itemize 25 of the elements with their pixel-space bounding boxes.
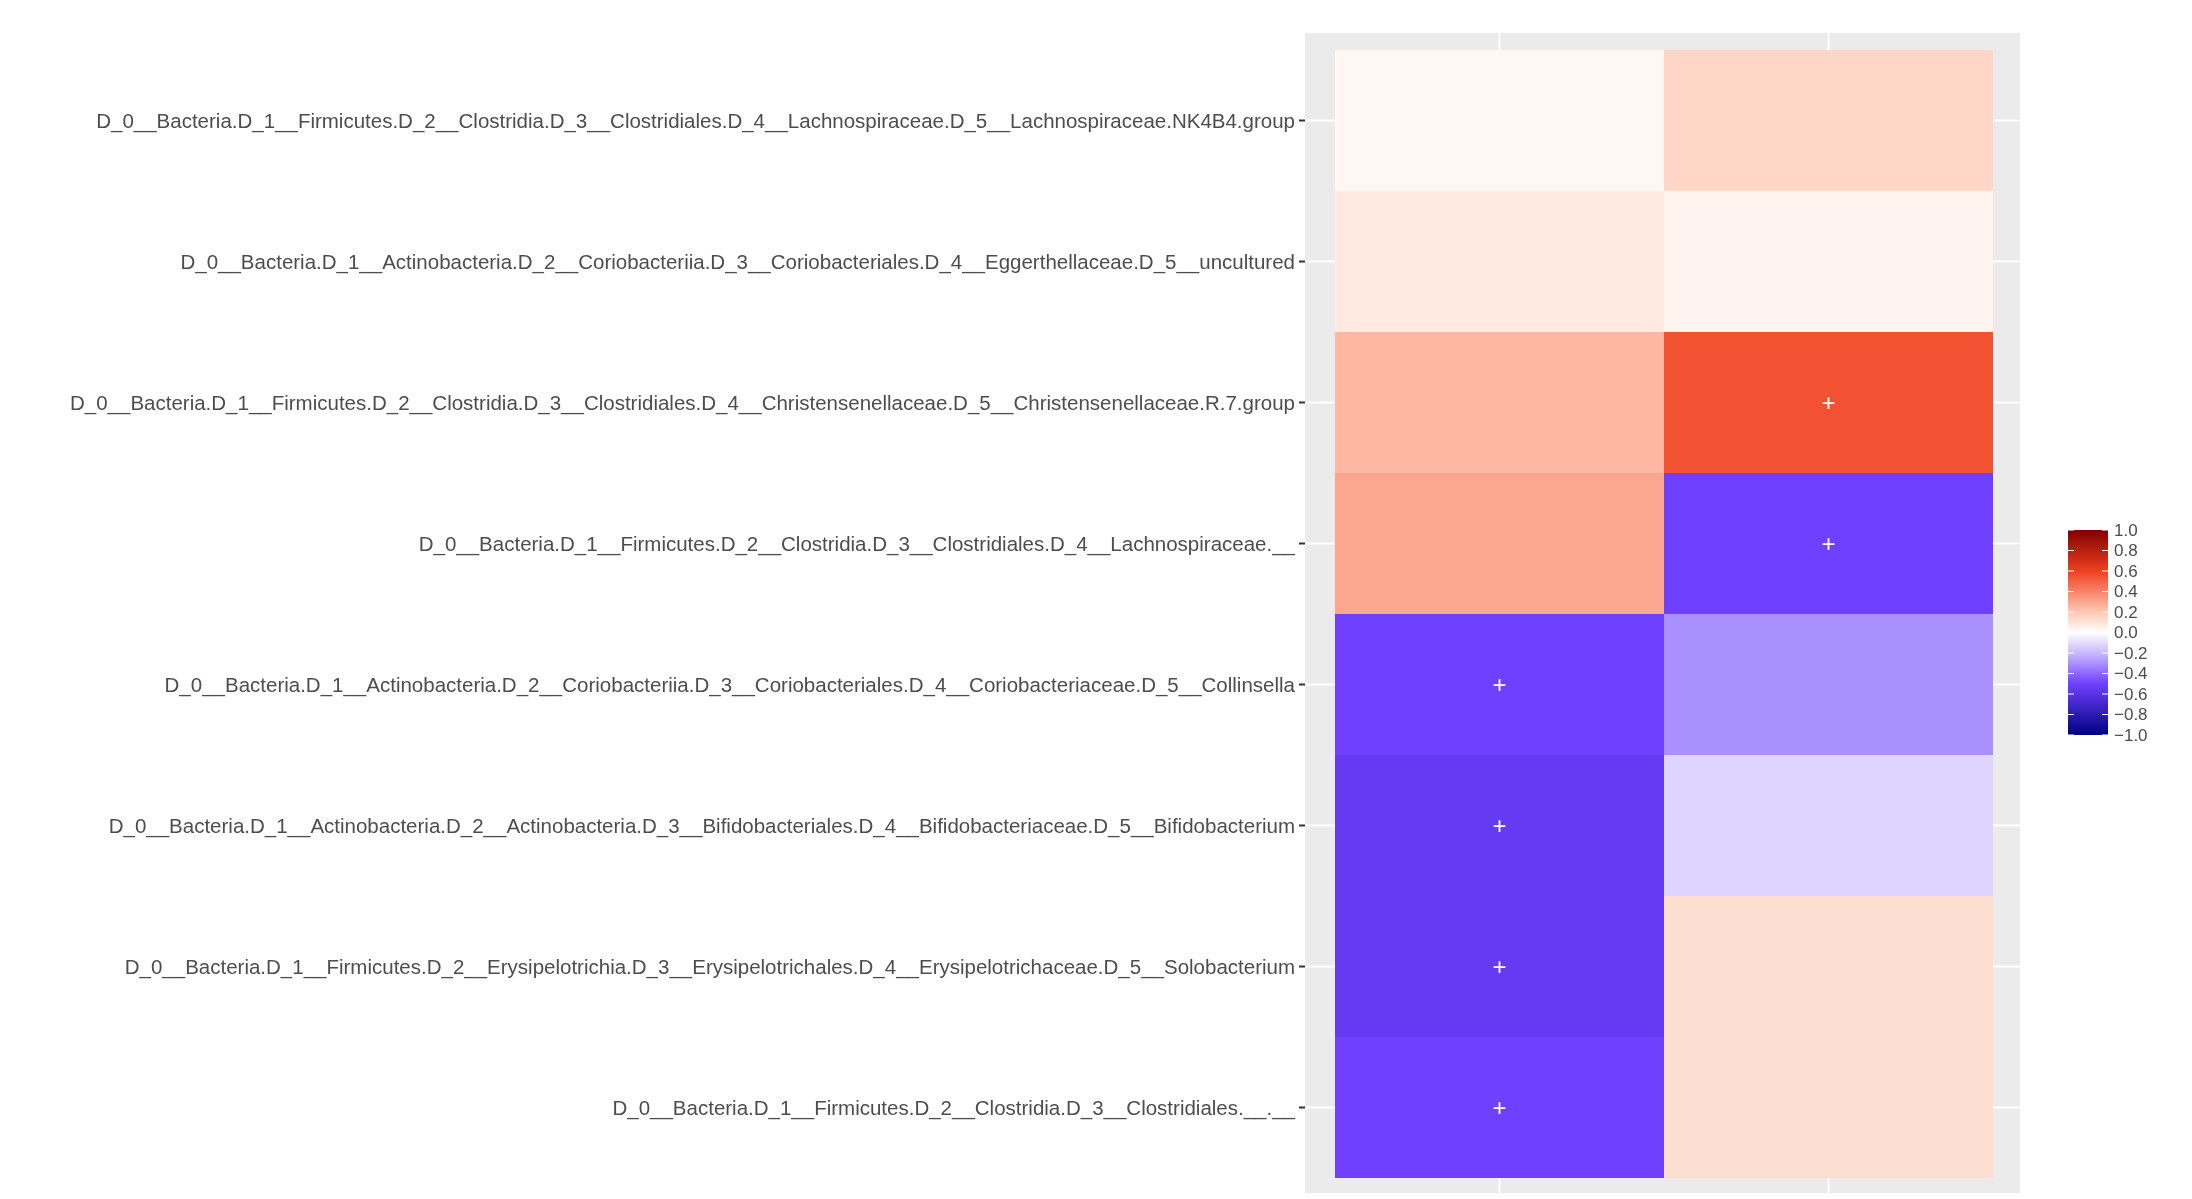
color-bar-label: 1.0 [2114, 520, 2138, 540]
y-tick-label: D_0__Bacteria.D_1__Actinobacteria.D_2__Coriobacteriia.D_3__Coriobacteriales.D_4__Coriobacteriaceae.D_5__Collinsella [164, 673, 1296, 697]
y-tick-label: D_0__Bacteria.D_1__Firmicutes.D_2__Clostridia.D_3__Clostridiales.D_4__Christensenellaceae.D_5__Christensenellaceae.R.7.group [70, 391, 1295, 415]
color-bar-label: −0.6 [2114, 684, 2148, 704]
color-bar-label: −0.8 [2114, 705, 2148, 724]
data-label: + [1821, 530, 1836, 557]
color-bar-label: −1.0 [2114, 725, 2148, 745]
y-tick-label: D_0__Bacteria.D_1__Actinobacteria.D_2__Actinobacteria.D_3__Bifidobacteriales.D_4__Bifidobacteriaceae.D_5__Bifidobacterium [108, 814, 1295, 838]
color-bar-label: −0.4 [2114, 664, 2148, 683]
y-tick-label: D_0__Bacteria.D_1__Firmicutes.D_2__Clostridia.D_3__Clostridiales.D_4__Lachnospiraceae.D_5__Lachnospiraceae.NK4B4.group [96, 109, 1295, 133]
y-tick-label: D_0__Bacteria.D_1__Actinobacteria.D_2__Coriobacteriia.D_3__Coriobacteriales.D_4__Eggerthellaceae.D_5__uncultured [180, 250, 1295, 274]
y-tick-label: D_0__Bacteria.D_1__Firmicutes.D_2__Clostridia.D_3__Clostridiales.D_4__Lachnospiraceae.__ [418, 532, 1296, 556]
color-bar-label: 0.8 [2114, 541, 2138, 560]
data-label: + [1492, 953, 1507, 980]
y-tick-label: D_0__Bacteria.D_1__Firmicutes.D_2__Clostridia.D_3__Clostridiales.__.__ [612, 1096, 1296, 1120]
data-label: + [1492, 1094, 1507, 1121]
color-bar-label: 0.6 [2114, 561, 2138, 581]
color-bar-label: −0.2 [2114, 643, 2148, 663]
color-bar-label: 0.4 [2114, 582, 2138, 601]
y-tick-label: D_0__Bacteria.D_1__Firmicutes.D_2__Erysipelotrichia.D_3__Erysipelotrichales.D_4__Erysipelotrichaceae.D_5__Solobacterium [124, 955, 1295, 979]
data-label: + [1821, 389, 1836, 416]
color-bar-label: 0.2 [2114, 602, 2138, 622]
data-label: + [1492, 671, 1507, 698]
color-bar-label: 0.0 [2114, 623, 2138, 642]
data-label: + [1492, 812, 1507, 839]
